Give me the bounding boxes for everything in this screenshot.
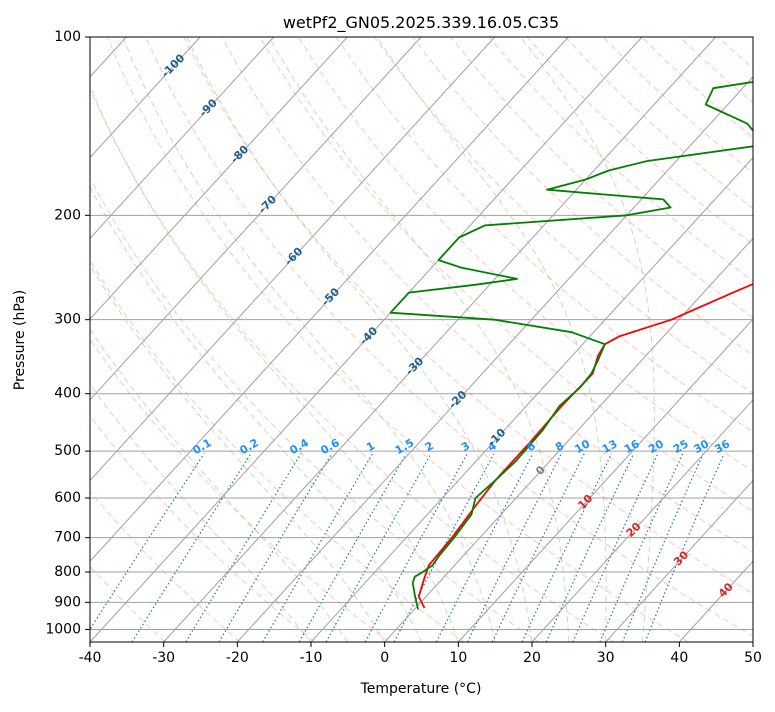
chart-title: wetPf2_GN05.2025.339.16.05.C35 (283, 13, 559, 33)
x-tick-label: 50 (744, 650, 762, 666)
x-tick-label: -30 (152, 650, 175, 666)
y-tick-label: 500 (54, 443, 81, 459)
x-tick-label: -40 (79, 650, 102, 666)
x-axis-label: Temperature (°C) (360, 681, 482, 697)
x-tick-label: 40 (670, 650, 688, 666)
y-tick-label: 200 (54, 207, 81, 223)
x-tick-label: -10 (300, 650, 323, 666)
x-tick-label: 30 (597, 650, 615, 666)
y-tick-label: 300 (54, 312, 81, 328)
y-axis-label: Pressure (hPa) (12, 290, 28, 390)
x-tick-label: -20 (226, 650, 249, 666)
y-tick-label: 900 (54, 594, 81, 610)
y-tick-label: 100 (54, 29, 81, 45)
x-tick-label: 0 (380, 650, 389, 666)
y-tick-label: 600 (54, 490, 81, 506)
x-tick-label: 20 (523, 650, 541, 666)
y-tick-label: 400 (54, 386, 81, 402)
x-tick-label: 10 (449, 650, 467, 666)
y-tick-label: 700 (54, 530, 81, 546)
y-tick-label: 800 (54, 564, 81, 580)
y-tick-label: 1000 (45, 621, 81, 637)
